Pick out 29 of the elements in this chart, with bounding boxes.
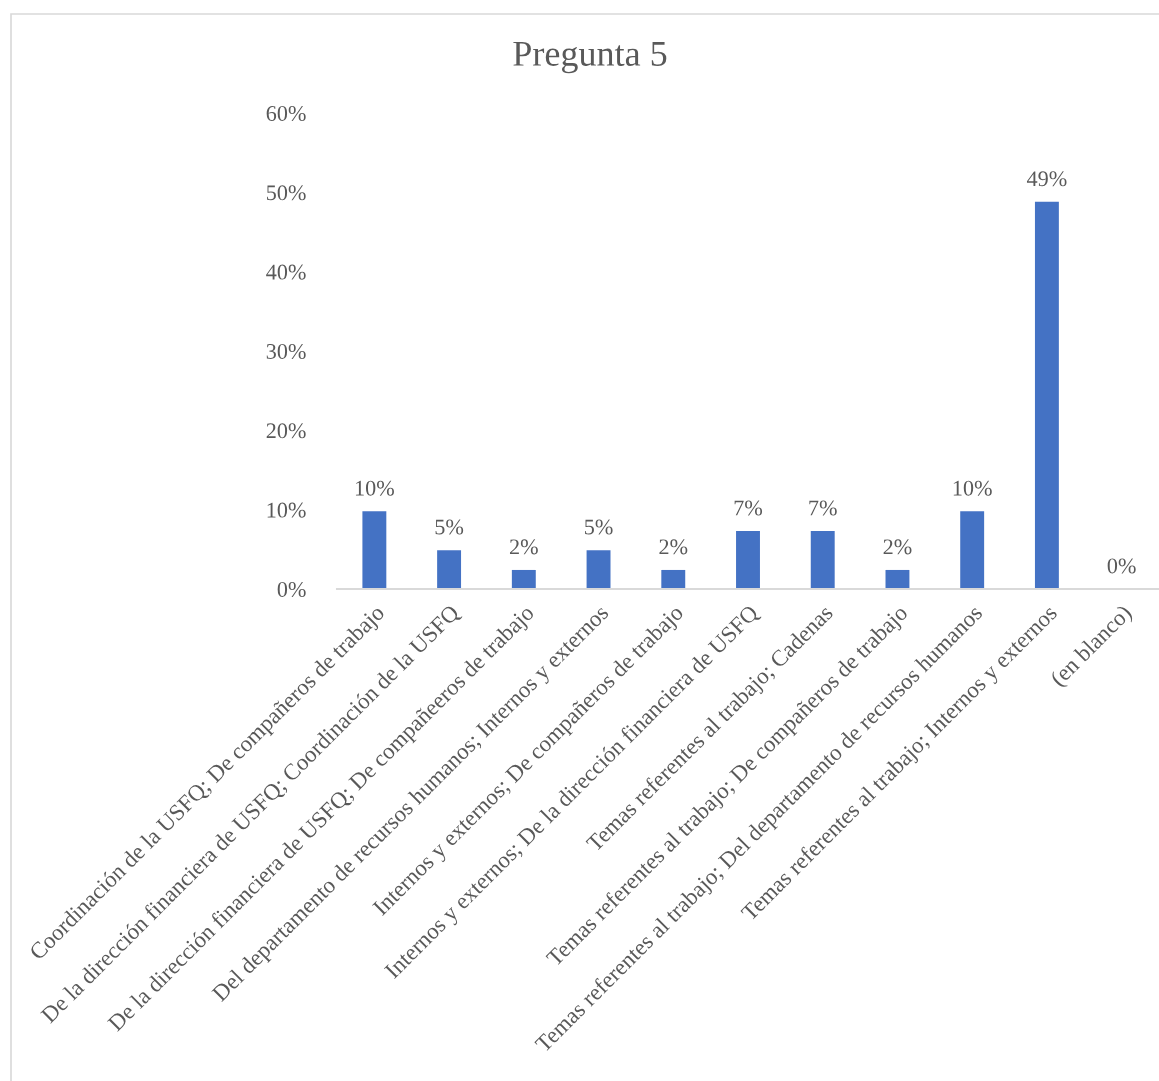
data-label: 7% — [734, 500, 763, 516]
data-label: 2% — [883, 539, 912, 555]
bar — [885, 569, 910, 589]
bar — [1034, 201, 1059, 589]
y-tick-label: 0% — [277, 581, 306, 597]
chart-title: Pregunta 5 — [513, 41, 667, 74]
data-label: 10% — [355, 480, 394, 496]
data-label: 5% — [585, 519, 613, 535]
data-label: 0% — [1107, 558, 1136, 574]
data-label: 2% — [509, 539, 538, 555]
bar — [736, 531, 760, 589]
bar — [437, 550, 462, 589]
y-tick-label: 20% — [266, 423, 306, 439]
data-label: 10% — [953, 480, 992, 496]
data-label: 49% — [1026, 171, 1067, 187]
bar — [511, 569, 536, 589]
y-tick-label: 60% — [266, 105, 306, 121]
y-tick-label: 30% — [266, 343, 306, 359]
data-label: 5% — [435, 519, 464, 535]
bar — [960, 511, 985, 589]
y-tick-label: 10% — [267, 502, 306, 518]
bar — [661, 569, 686, 589]
bar — [810, 531, 835, 589]
bar — [586, 550, 611, 589]
data-label: 7% — [809, 500, 837, 516]
y-tick-label: 40% — [266, 264, 306, 280]
bar — [362, 511, 387, 589]
data-label: 2% — [659, 539, 688, 555]
y-tick-label: 50% — [267, 185, 306, 201]
